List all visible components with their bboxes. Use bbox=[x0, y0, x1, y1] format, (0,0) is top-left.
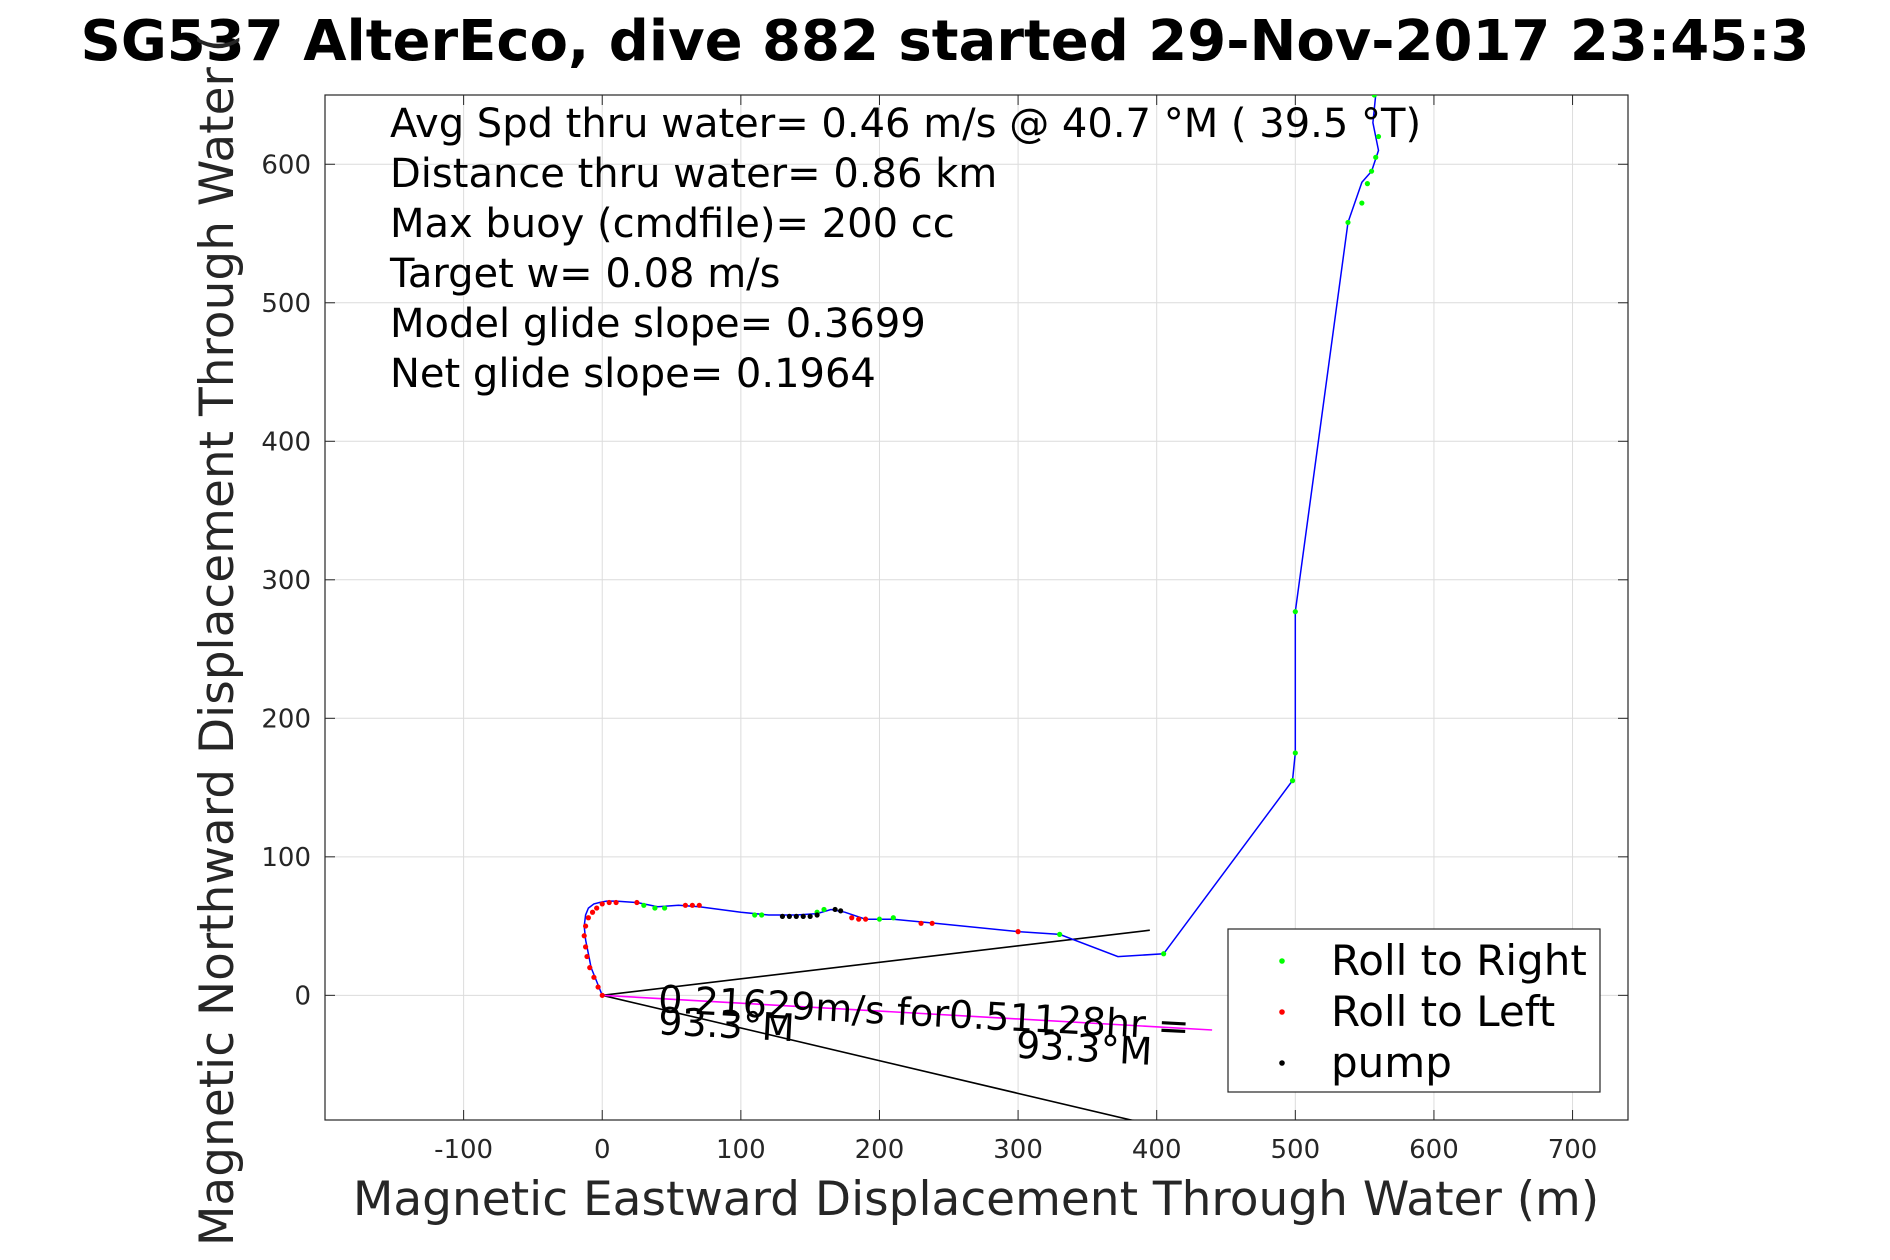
x-tick-label: 600 bbox=[1409, 1135, 1459, 1165]
stats-line: Distance thru water= 0.86 km bbox=[390, 151, 997, 197]
pump-point bbox=[832, 906, 838, 913]
current-annotation: 93.3°M bbox=[657, 999, 796, 1050]
pump-point bbox=[807, 913, 813, 919]
roll-to-left-point bbox=[696, 902, 702, 908]
roll-to-right-point bbox=[652, 905, 658, 911]
current-wedge-line bbox=[602, 929, 1150, 997]
x-axis-ticks: -100 0 100 200 300 400 500 600 700 bbox=[434, 95, 1597, 1165]
roll-to-right-point bbox=[890, 915, 896, 921]
roll-to-right-point bbox=[662, 905, 668, 911]
roll-to-right-point bbox=[1375, 133, 1382, 140]
y-tick-label: 0 bbox=[294, 981, 311, 1011]
roll-to-left-point bbox=[689, 902, 695, 908]
stats-line: Net glide slope= 0.1964 bbox=[390, 351, 876, 397]
roll-to-left-point bbox=[584, 953, 590, 960]
x-tick-label: 100 bbox=[716, 1135, 766, 1165]
legend-label: pump bbox=[1331, 1038, 1452, 1087]
roll-to-left-point bbox=[682, 902, 689, 908]
y-axis-ticks: 0 100 200 300 400 500 600 bbox=[261, 150, 1628, 1011]
stats-line: Avg Spd thru water= 0.46 m/s @ 40.7 °M (… bbox=[390, 101, 1421, 147]
pump-point bbox=[793, 913, 799, 919]
plot-layer bbox=[581, 95, 1382, 1120]
roll-to-left-point bbox=[595, 984, 601, 990]
y-tick-label: 600 bbox=[261, 150, 311, 180]
chart-title: SG537 AlterEco, dive 882 started 29-Nov-… bbox=[81, 9, 1810, 74]
y-tick-label: 500 bbox=[261, 289, 311, 319]
roll-to-left-point bbox=[606, 899, 612, 906]
roll-to-left-point bbox=[587, 965, 593, 971]
x-tick-label: 700 bbox=[1548, 1135, 1598, 1165]
roll-to-left-point bbox=[918, 920, 924, 926]
x-tick-label: 200 bbox=[855, 1135, 905, 1165]
stats-line: Model glide slope= 0.3699 bbox=[390, 301, 926, 347]
roll-to-left-point bbox=[591, 974, 597, 980]
current-annotation: 93.3°M bbox=[1015, 1023, 1154, 1074]
roll-to-right-point bbox=[1345, 219, 1351, 226]
x-tick-label: 500 bbox=[1270, 1135, 1320, 1165]
x-tick-label: 0 bbox=[594, 1135, 611, 1165]
roll-to-right-point bbox=[752, 912, 758, 918]
roll-to-right-point bbox=[821, 906, 827, 913]
roll-to-right-point bbox=[1161, 951, 1167, 957]
roll-to-right-point bbox=[1359, 200, 1365, 206]
y-tick-label: 300 bbox=[261, 566, 311, 596]
pump-point bbox=[814, 912, 820, 918]
x-tick-label: 300 bbox=[993, 1135, 1043, 1165]
roll-to-left-point bbox=[613, 899, 619, 906]
stats-block: Avg Spd thru water= 0.46 m/s @ 40.7 °M (… bbox=[389, 101, 1421, 397]
roll-to-right-point bbox=[759, 912, 765, 918]
plot-area-frame bbox=[324, 94, 1629, 1121]
roll-to-left-point bbox=[594, 905, 600, 911]
roll-to-left-point bbox=[585, 915, 591, 921]
roll-to-right-point bbox=[1364, 181, 1370, 187]
annotations: 0.21629m/s for0.51128hr =93.3°M 93.3°M bbox=[657, 977, 1190, 1074]
stats-line: Max buoy (cmdfile)= 200 cc bbox=[390, 201, 955, 247]
legend-marker-roll-to-right bbox=[1279, 958, 1285, 964]
roll-to-right-point bbox=[1292, 609, 1298, 615]
roll-to-left-point bbox=[581, 933, 587, 939]
roll-to-right-point bbox=[1289, 778, 1296, 784]
roll-to-left-point bbox=[583, 923, 589, 929]
stats-line: Target w= 0.08 m/s bbox=[389, 251, 780, 297]
grid-lines bbox=[325, 95, 1628, 1120]
pump-point bbox=[786, 913, 792, 919]
roll-to-left-point bbox=[1015, 929, 1021, 935]
roll-to-left-point bbox=[599, 992, 605, 998]
roll-to-left-point bbox=[599, 901, 605, 907]
roll-to-right-point bbox=[1371, 95, 1377, 98]
roll-to-right-point bbox=[876, 916, 883, 922]
roll-to-right-point bbox=[1292, 750, 1298, 756]
roll-to-left-point bbox=[589, 909, 596, 915]
current-wedge-line bbox=[602, 994, 1135, 1120]
x-tick-label: -100 bbox=[434, 1135, 493, 1165]
pump-point bbox=[779, 913, 786, 919]
legend-marker-pump bbox=[1279, 1060, 1285, 1066]
roll-to-right-point bbox=[1368, 168, 1375, 174]
x-tick-label: 400 bbox=[1132, 1135, 1182, 1165]
roll-to-right-point bbox=[641, 902, 647, 908]
legend-label: Roll to Right bbox=[1331, 936, 1587, 985]
roll-to-right-point bbox=[1373, 154, 1379, 160]
pump-point bbox=[838, 908, 844, 914]
y-axis-label: Magnetic Northward Displacement Through … bbox=[190, 34, 245, 1246]
glider-track-line bbox=[583, 95, 1380, 996]
roll-to-left-point bbox=[583, 944, 589, 950]
roll-to-left-point bbox=[849, 915, 855, 921]
legend-box bbox=[1227, 928, 1601, 1093]
y-tick-label: 400 bbox=[261, 427, 311, 457]
roll-to-left-point bbox=[634, 899, 640, 906]
roll-to-left-point bbox=[863, 916, 869, 922]
legend-marker-roll-to-left bbox=[1279, 1009, 1285, 1015]
pump-point bbox=[800, 913, 806, 919]
x-axis-label: Magnetic Eastward Displacement Through W… bbox=[353, 1172, 1599, 1227]
roll-to-left-point bbox=[856, 916, 862, 922]
roll-to-right-point bbox=[1057, 931, 1063, 937]
y-tick-label: 100 bbox=[261, 843, 311, 873]
roll-to-left-point bbox=[929, 920, 935, 926]
y-tick-label: 200 bbox=[261, 704, 311, 734]
depth-avg-current-vector bbox=[602, 994, 1213, 1031]
legend-label: Roll to Left bbox=[1331, 987, 1555, 1036]
